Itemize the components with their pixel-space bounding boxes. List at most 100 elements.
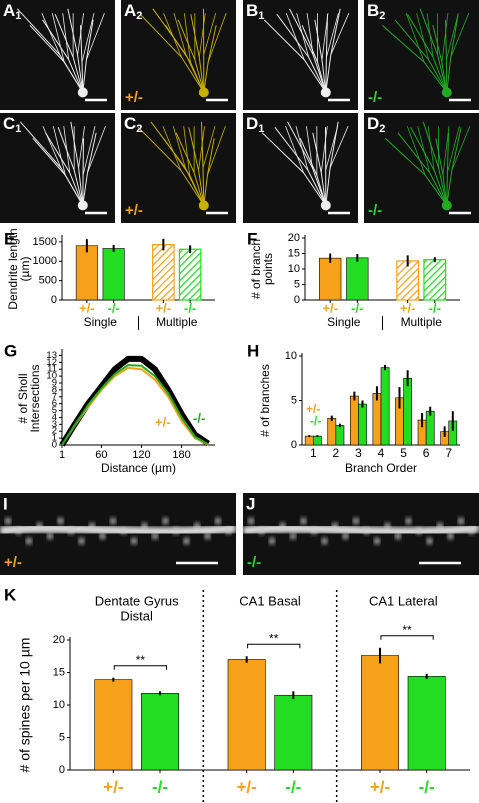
spine	[141, 523, 148, 529]
spine	[89, 523, 95, 529]
bar-label: +/-	[400, 300, 416, 315]
x-tick-label: Multiple	[156, 315, 198, 329]
bar-label: -/-	[184, 300, 196, 315]
y-tick-label: 500	[39, 275, 57, 287]
y-tick-label: 0	[52, 440, 57, 451]
panel-label: I	[3, 494, 8, 513]
bar	[312, 435, 322, 446]
soma	[320, 200, 331, 211]
y-tick-label: 0	[294, 294, 300, 306]
dendrite	[198, 126, 205, 171]
panel-label: D2	[367, 114, 385, 134]
genotype-label: +/-	[4, 554, 22, 571]
bar	[361, 655, 399, 771]
dendrite	[320, 126, 328, 173]
spine	[353, 518, 359, 524]
y-tick-label: 0	[51, 294, 57, 306]
spine	[437, 523, 443, 529]
dendrite	[81, 13, 95, 63]
dendrite	[447, 126, 460, 173]
bar	[407, 676, 446, 771]
dendrite	[86, 13, 105, 60]
y-tick-label: 9	[52, 378, 57, 389]
legend-label: +/-	[306, 402, 320, 416]
dendrite	[87, 126, 106, 173]
spine	[342, 533, 349, 539]
panel-label: C2	[124, 114, 142, 134]
y-tick-label: 5	[59, 731, 65, 743]
panel-sub: 1	[258, 10, 264, 22]
dendrite	[173, 13, 187, 55]
micrograph	[243, 0, 358, 110]
genotype-label: +/-	[125, 89, 143, 106]
dendrite	[207, 13, 227, 63]
spine	[300, 518, 307, 524]
micrograph	[0, 113, 115, 223]
dendrite	[427, 126, 435, 171]
panel-letter: D	[246, 114, 258, 133]
bar-label: -/-	[429, 300, 441, 315]
legend-label: +/-	[155, 414, 171, 429]
dendrite	[52, 126, 66, 176]
panel-letter: C	[124, 114, 136, 133]
bar	[403, 377, 412, 446]
spine	[416, 528, 422, 534]
x-axis-label: Distance (µm)	[101, 461, 176, 475]
y-tick-label: 13	[46, 350, 57, 361]
dendrite	[184, 13, 191, 63]
micrograph	[121, 0, 236, 110]
panel-letter: A	[3, 1, 15, 20]
bar-label: -/-	[351, 300, 363, 315]
legend-label: -/-	[193, 410, 205, 425]
panel-label: B2	[367, 1, 385, 21]
dendrite	[451, 126, 471, 171]
bar	[380, 367, 390, 446]
y-tick-label: 20	[288, 232, 300, 244]
y-tick-label: 15	[288, 247, 300, 259]
y-axis-label: # of Sholl	[16, 373, 30, 423]
x-tick-label: 2	[333, 446, 340, 460]
soma	[441, 87, 452, 98]
x-tick-label: Single	[84, 315, 118, 329]
panel-letter: A	[124, 1, 136, 20]
x-tick-label: 3	[355, 446, 362, 460]
bar	[358, 403, 367, 446]
bar	[319, 257, 342, 301]
panel-sub: 1	[258, 123, 264, 135]
panel-label: A1	[3, 1, 21, 21]
spine	[204, 533, 211, 539]
dendrite	[203, 13, 217, 55]
bar	[102, 248, 125, 301]
panel-sub: 2	[136, 10, 142, 22]
bar	[346, 257, 369, 301]
dendrite	[172, 126, 186, 168]
y-tick-label: 1	[52, 433, 57, 444]
dendrite	[62, 13, 70, 60]
dendrite	[417, 126, 431, 173]
dendrite	[450, 13, 470, 58]
spine	[110, 518, 116, 524]
soma	[441, 200, 452, 211]
dendrite	[285, 13, 305, 60]
y-tick-label: 10	[285, 350, 297, 362]
dendrite	[41, 13, 61, 55]
bar	[350, 395, 359, 446]
spine	[447, 533, 454, 539]
y-tick-label: 5	[52, 405, 57, 416]
genotype-label: -/-	[368, 89, 382, 106]
spine	[269, 538, 275, 544]
soma	[77, 87, 88, 98]
significance: **	[269, 631, 279, 645]
dendrite	[326, 13, 339, 58]
y-axis-label: # of branches	[258, 364, 272, 437]
dendrite	[162, 126, 182, 171]
spine	[290, 533, 296, 539]
chart-label: F	[247, 229, 257, 248]
dendrite	[82, 126, 96, 176]
x-tick-label: 60	[95, 449, 107, 461]
spine	[248, 518, 254, 524]
spine	[152, 533, 158, 539]
dendrite	[330, 13, 350, 55]
panel-label: B1	[246, 1, 264, 21]
